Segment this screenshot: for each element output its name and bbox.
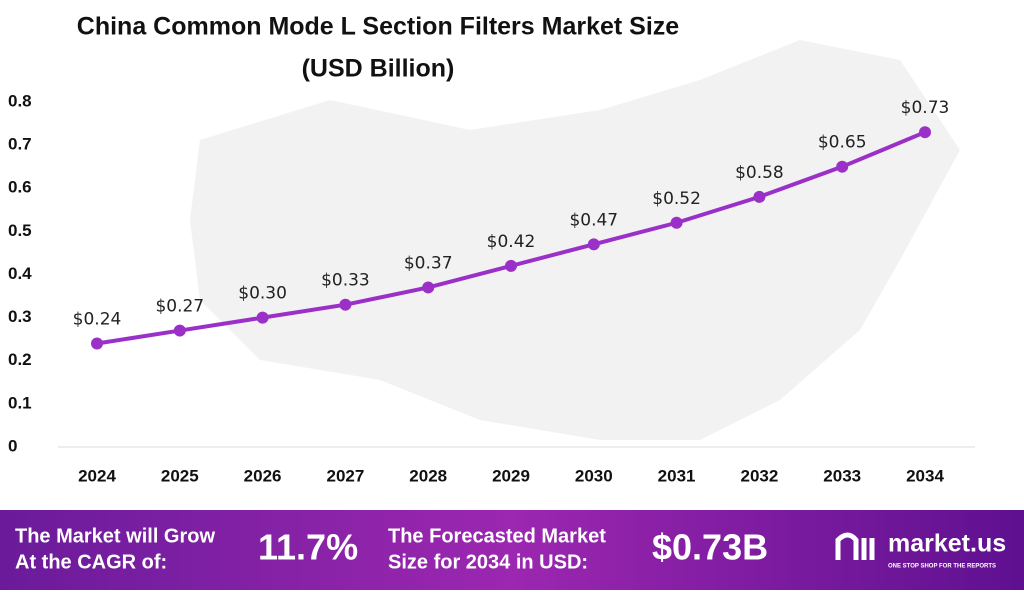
value-label: $0.52 xyxy=(652,189,701,209)
forecast-text: The Forecasted Market xyxy=(388,525,606,547)
point xyxy=(587,238,600,251)
value-label: $0.65 xyxy=(818,133,867,153)
value-label: $0.73 xyxy=(901,98,950,118)
brand-logo xyxy=(835,532,875,560)
point xyxy=(339,298,352,311)
point xyxy=(91,337,103,350)
y-tick-label: 0.2 xyxy=(8,350,32,369)
point xyxy=(173,324,186,337)
cagr-text: The Market will Grow xyxy=(15,525,215,547)
point xyxy=(836,160,849,173)
y-tick-label: 0.4 xyxy=(8,264,32,283)
y-tick-label: 0.7 xyxy=(8,135,32,154)
x-tick-label: 2034 xyxy=(906,466,944,485)
x-tick-label: 2029 xyxy=(492,466,530,485)
value-label: $0.47 xyxy=(569,210,618,230)
map-background xyxy=(190,40,960,440)
x-tick-label: 2026 xyxy=(244,466,282,485)
cagr-value: 11.7% xyxy=(258,527,358,568)
y-tick-label: 0 xyxy=(8,436,17,455)
y-tick-label: 0.1 xyxy=(8,393,32,412)
value-label: $0.27 xyxy=(155,297,204,317)
cagr-text: At the CAGR of: xyxy=(15,551,167,573)
x-tick-label: 2030 xyxy=(575,466,613,485)
x-tick-label: 2024 xyxy=(78,466,116,485)
y-tick-label: 0.6 xyxy=(8,178,32,197)
value-label: $0.33 xyxy=(321,271,370,291)
value-label: $0.42 xyxy=(487,232,536,252)
value-label: $0.58 xyxy=(735,163,784,183)
point xyxy=(670,216,683,229)
point xyxy=(505,259,517,272)
value-label: $0.24 xyxy=(73,310,122,330)
point xyxy=(256,311,269,324)
y-tick-label: 0.3 xyxy=(8,307,32,326)
point xyxy=(753,190,766,203)
x-tick-label: 2025 xyxy=(161,466,199,485)
point xyxy=(919,126,931,139)
chart-subtitle: (USD Billion) xyxy=(302,55,455,83)
value-label: $0.30 xyxy=(238,284,287,304)
value-label: $0.37 xyxy=(404,253,453,273)
x-tick-label: 2033 xyxy=(823,466,861,485)
x-tick-label: 2028 xyxy=(409,466,447,485)
brand-name: market.us xyxy=(888,530,1006,558)
x-tick-label: 2031 xyxy=(658,466,696,485)
point xyxy=(422,281,435,294)
x-tick-label: 2027 xyxy=(326,466,364,485)
chart-title: China Common Mode L Section Filters Mark… xyxy=(77,13,680,41)
footer-band xyxy=(0,510,1024,590)
x-tick-label: 2032 xyxy=(740,466,778,485)
y-tick-label: 0.5 xyxy=(8,221,32,240)
forecast-value: $0.73B xyxy=(652,527,768,568)
y-tick-label: 0.8 xyxy=(8,91,32,110)
brand-tagline: ONE STOP SHOP FOR THE REPORTS xyxy=(888,564,996,570)
forecast-text: Size for 2034 in USD: xyxy=(388,551,588,573)
